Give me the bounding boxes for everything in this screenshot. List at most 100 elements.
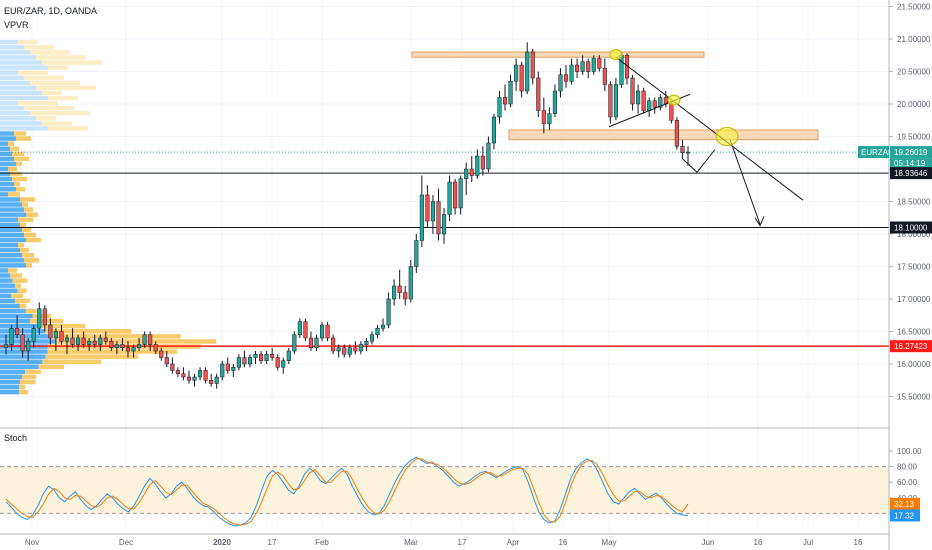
candle-body: [336, 347, 341, 352]
candle-body: [37, 308, 42, 329]
vp-up-bar: [0, 303, 20, 309]
time-tick-label: Apr: [507, 538, 520, 547]
vp-up-bar: [0, 308, 26, 314]
stoch-k-line: [5, 456, 689, 527]
vp-up-bar: [0, 227, 23, 233]
candle-body: [580, 61, 585, 72]
candle-body: [264, 354, 269, 361]
vp-down-bar: [8, 166, 17, 172]
candle-body: [42, 308, 47, 326]
vp-up-bar: [0, 85, 36, 91]
candle-body: [575, 64, 580, 72]
candle-body: [247, 357, 253, 365]
candle-body: [380, 324, 386, 329]
candle-body: [325, 324, 330, 339]
level-tag-1-text: 18.93646: [894, 169, 928, 178]
vp-down-bar: [10, 273, 23, 278]
candle-body: [458, 178, 463, 209]
candle-body: [685, 151, 691, 154]
vp-up-bar: [0, 75, 24, 80]
candle-body: [519, 64, 524, 92]
vp-down-bar: [18, 40, 38, 45]
vp-up-bar: [0, 50, 30, 55]
price-tick-label: 18.00000: [897, 230, 931, 239]
candle-body: [386, 298, 391, 326]
vp-up-bar: [0, 273, 11, 278]
candle-body: [364, 341, 369, 345]
price-tick-label: 18.50000: [897, 198, 931, 207]
candle-body: [192, 376, 197, 381]
vp-up-bar: [0, 364, 39, 370]
vp-up-bar: [0, 55, 36, 60]
candle-body: [586, 61, 591, 72]
vp-down-bar: [30, 50, 70, 55]
vp-up-bar: [0, 60, 42, 65]
vp-up-bar: [0, 324, 38, 329]
vp-up-bar: [0, 207, 24, 212]
candle-body: [475, 155, 480, 176]
time-tick-label: Feb: [315, 538, 329, 547]
candle-body: [142, 334, 147, 345]
time-tick-label: 16: [559, 538, 568, 547]
vp-down-bar: [45, 354, 139, 359]
vp-up-bar: [0, 237, 27, 243]
candle-body: [480, 155, 485, 170]
vp-up-bar: [0, 45, 24, 50]
vp-down-bar: [14, 182, 20, 187]
vp-up-bar: [0, 217, 19, 222]
vp-up-bar: [0, 40, 18, 45]
candle-body: [181, 373, 186, 378]
candle-body: [292, 334, 297, 352]
vp-down-bar: [47, 349, 178, 354]
vp-up-bar: [0, 80, 30, 86]
candle-body: [508, 81, 513, 105]
vp-up-bar: [0, 171, 10, 177]
countdown-text: 05:14:19: [894, 159, 926, 168]
candle-body: [514, 64, 519, 82]
supply-zone: [411, 51, 705, 58]
price-tick-label: 17.00000: [897, 295, 931, 304]
candle-body: [619, 55, 624, 85]
vp-down-bar: [42, 359, 102, 364]
candle-body: [186, 376, 192, 381]
vp-up-bar: [0, 384, 20, 390]
vp-up-bar: [0, 278, 13, 283]
candle-body: [137, 344, 142, 348]
time-tick-label: Jul: [803, 538, 813, 547]
candle-body: [125, 347, 131, 352]
vp-up-bar: [0, 136, 16, 141]
candle-body: [70, 337, 75, 345]
vp-up-bar: [0, 187, 16, 192]
time-tick-label: May: [601, 538, 616, 547]
candle-body: [608, 84, 613, 118]
candle-body: [297, 321, 302, 335]
candle-body: [469, 168, 474, 176]
candle-body: [236, 357, 241, 368]
demand-zone: [508, 129, 819, 141]
time-tick-label: Dec: [119, 538, 133, 547]
vp-up-bar: [0, 268, 9, 273]
arrow-head: [754, 216, 765, 227]
candles: [3, 42, 691, 389]
stoch-k-tag-text: 17.32: [894, 511, 915, 520]
candle-body: [103, 337, 108, 342]
candle-body: [120, 344, 125, 348]
candle-body: [214, 376, 219, 384]
vp-down-bar: [24, 105, 74, 111]
vp-down-bar: [42, 60, 102, 65]
stoch-tick-label: 60.00: [897, 478, 918, 487]
candle-body: [281, 360, 286, 368]
candle-body: [502, 97, 508, 105]
candle-body: [536, 77, 541, 111]
candle-body: [641, 90, 646, 111]
vp-down-bar: [24, 207, 33, 212]
candle-body: [76, 337, 81, 345]
candle-body: [20, 334, 25, 352]
vp-down-bar: [42, 121, 72, 126]
current-price-tag-text: 19.26019: [894, 148, 928, 157]
candle-body: [464, 168, 469, 179]
candle-body: [597, 58, 602, 69]
vp-up-bar: [0, 374, 23, 380]
candle-body: [447, 181, 452, 215]
